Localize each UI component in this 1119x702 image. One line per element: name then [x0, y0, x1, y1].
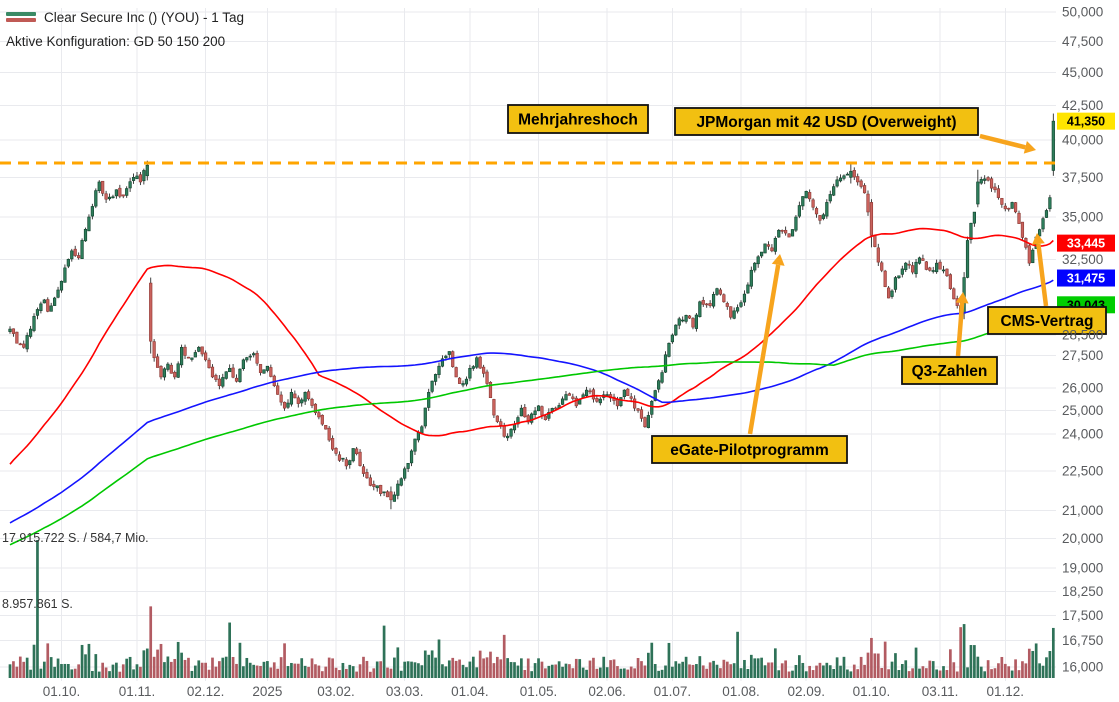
x-axis-label: 02.12. [187, 684, 225, 699]
svg-text:Mehrjahreshoch: Mehrjahreshoch [518, 112, 638, 129]
y-axis-label: 21,000 [1062, 503, 1103, 518]
y-axis-label: 47,500 [1062, 34, 1103, 49]
x-axis-label: 03.02. [317, 684, 355, 699]
price-badge-gd50: 33,445 [1057, 234, 1115, 252]
annotation-arrow-egate [747, 264, 781, 435]
volume-half-label: 8.957.861 S. [2, 597, 73, 611]
y-axis-label: 16,000 [1062, 660, 1103, 675]
candles [8, 113, 1055, 510]
active-configuration-label: Aktive Konfiguration: GD 50 150 200 [6, 34, 226, 49]
annotation-arrowhead-egate [771, 254, 785, 266]
volume-max-label: 17.915.722 S. / 584,7 Mio. [2, 531, 149, 545]
x-axis-label: 2025 [252, 684, 282, 699]
x-axis-label: 03.03. [386, 684, 424, 699]
y-axis-label: 45,000 [1062, 65, 1103, 80]
y-axis-label: 26,000 [1062, 380, 1103, 395]
y-axis-label: 17,500 [1062, 608, 1103, 623]
y-axis-label: 40,000 [1062, 133, 1103, 148]
svg-text:41,350: 41,350 [1067, 115, 1105, 129]
annotation-arrow-cms [1036, 243, 1049, 307]
price-badge-gd150: 31,475 [1057, 269, 1115, 287]
y-axis-label: 37,500 [1062, 170, 1103, 185]
y-axis-label: 42,500 [1062, 98, 1103, 113]
x-axis-label: 02.09. [787, 684, 825, 699]
annotation-arrowhead-jpmorgan [1023, 141, 1036, 154]
y-axis-label: 19,000 [1062, 561, 1103, 576]
y-axis-label: 24,000 [1062, 426, 1103, 441]
gd150-line [9, 279, 1054, 524]
x-axis-label: 01.12. [987, 684, 1025, 699]
x-axis-label: 01.10. [43, 684, 81, 699]
moving-averages [9, 227, 1054, 546]
annotation-arrowhead-cms [1031, 233, 1045, 245]
annotation-arrow-q3 [955, 302, 965, 357]
chart-header: Clear Secure Inc () (YOU) - 1 Tag [6, 8, 244, 26]
x-axis-label: 02.06. [588, 684, 626, 699]
annotation-arrow-jpmorgan [979, 133, 1026, 150]
svg-text:JPMorgan mit 42 USD (Overweigh: JPMorgan mit 42 USD (Overweight) [696, 114, 956, 131]
x-axis-label: 01.04. [451, 684, 489, 699]
y-axis-label: 35,000 [1062, 210, 1103, 225]
annotation-arrowhead-q3 [955, 292, 969, 304]
annotations: Mehrjahreshoch JPMorgan mit 42 USD (Overw… [507, 104, 1107, 464]
axis-labels: 50,000 47,500 45,000 42,500 40,000 37,500 35,0… [43, 4, 1104, 699]
x-axis-label: 01.08. [722, 684, 760, 699]
grid-lines [0, 8, 1056, 681]
svg-text:CMS-Vertrag: CMS-Vertrag [1000, 313, 1093, 330]
y-axis-label: 20,000 [1062, 531, 1103, 546]
y-axis-label: 25,000 [1062, 403, 1103, 418]
y-axis-label: 18,250 [1062, 584, 1103, 599]
svg-text:Q3-Zahlen: Q3-Zahlen [912, 363, 988, 380]
y-axis-label: 22,500 [1062, 464, 1103, 479]
price-badge-last-price: 41,350 [1057, 112, 1115, 130]
x-axis-label: 01.07. [654, 684, 692, 699]
annotation-label-q3: Q3-Zahlen [901, 356, 998, 385]
annotation-label-egate: eGate-Pilotprogramm [651, 435, 848, 464]
volume-bars [8, 540, 1055, 678]
annotation-label-mehrjahreshoch: Mehrjahreshoch [507, 104, 649, 134]
x-axis-label: 01.10. [853, 684, 891, 699]
svg-text:eGate-Pilotprogramm: eGate-Pilotprogramm [670, 442, 828, 459]
x-axis-label: 01.11. [119, 684, 156, 699]
chart-title: Clear Secure Inc () (YOU) - 1 Tag [44, 9, 245, 25]
svg-text:31,475: 31,475 [1067, 272, 1105, 286]
series-legend-icon [6, 11, 36, 23]
y-axis-label: 32,500 [1062, 252, 1103, 267]
y-axis-label: 27,500 [1062, 348, 1103, 363]
gd200-line [9, 310, 1054, 546]
x-axis-label: 03.11. [922, 684, 959, 699]
y-axis-label: 28,500 [1062, 328, 1103, 343]
annotation-label-jpmorgan: JPMorgan mit 42 USD (Overweight) [674, 107, 979, 136]
svg-text:33,445: 33,445 [1067, 237, 1105, 251]
y-axis-label: 50,000 [1062, 4, 1103, 19]
gd50-line [9, 227, 1054, 465]
y-axis-label: 16,750 [1062, 633, 1103, 648]
x-axis-label: 01.05. [520, 684, 558, 699]
annotation-label-cms: CMS-Vertrag [987, 306, 1107, 335]
